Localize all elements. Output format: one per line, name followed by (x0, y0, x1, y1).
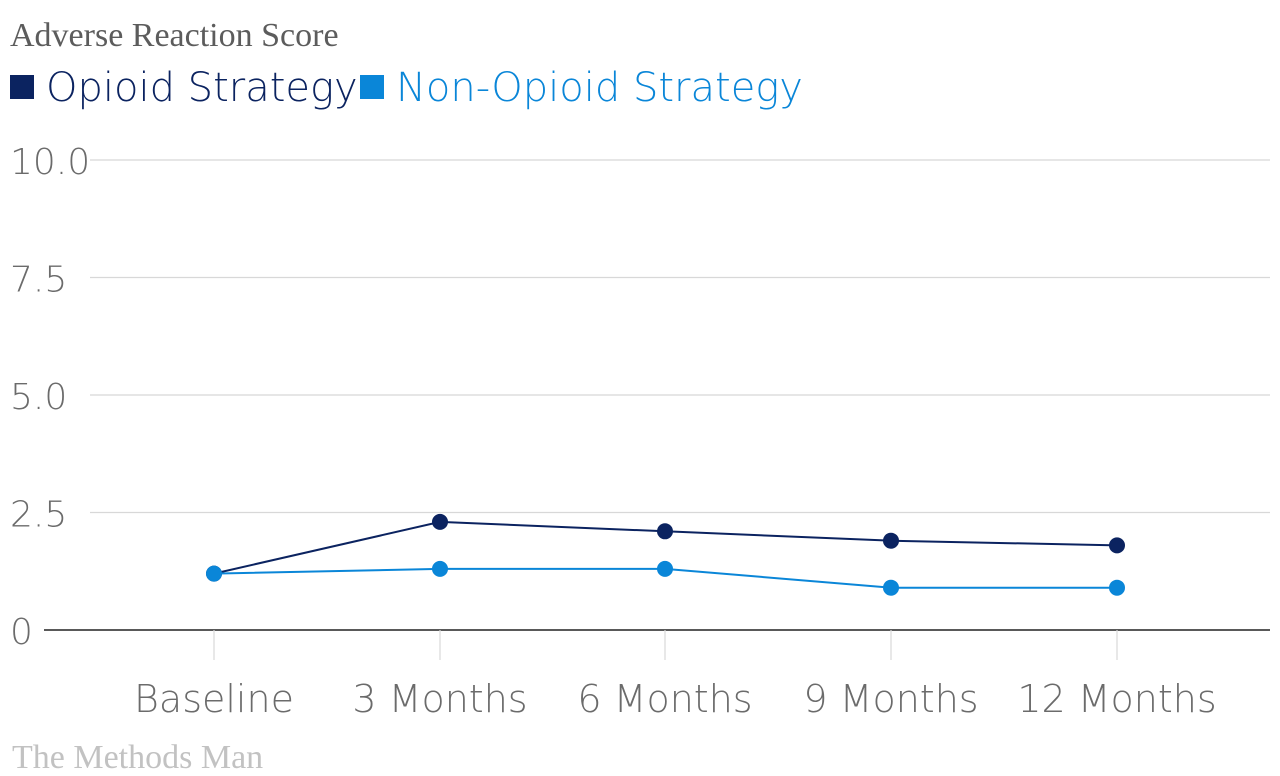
legend-swatch-non-opioid (360, 75, 384, 99)
y-tick-label: 7.5 (10, 260, 67, 301)
legend: Opioid Strategy Non-Opioid Strategy (10, 65, 803, 111)
data-point-non-opioid (432, 560, 448, 577)
y-tick-label: 2.5 (10, 495, 67, 536)
x-tick-label: 6 Months (577, 677, 752, 721)
x-tick-label: 9 Months (803, 677, 978, 721)
data-point-non-opioid (883, 579, 899, 596)
data-point-non-opioid (657, 560, 673, 577)
x-tick-label: Baseline (134, 677, 294, 721)
chart-title: Adverse Reaction Score (10, 17, 339, 54)
data-point-non-opioid (206, 565, 222, 582)
data-point-non-opioid (1109, 579, 1125, 596)
x-tick-label: 3 Months (352, 677, 527, 721)
data-point-opioid (432, 513, 448, 530)
gridlines (44, 159, 1270, 631)
data-point-opioid (883, 532, 899, 549)
source-label: The Methods Man (12, 739, 263, 776)
legend-label-non-opioid: Non-Opioid Strategy (396, 65, 803, 111)
legend-label-opioid: Opioid Strategy (46, 65, 358, 111)
legend-swatch-opioid (10, 75, 34, 99)
y-tick-label: 0 (10, 612, 33, 653)
y-tick-label: 10.0 (10, 142, 90, 183)
data-point-opioid (1109, 537, 1125, 554)
series (206, 513, 1125, 596)
x-axis-ticks: Baseline 3 Months 6 Months 9 Months 12 Month… (134, 630, 1217, 721)
x-tick-label: 12 Months (1017, 677, 1216, 721)
y-axis-ticks: 0 2.5 5.0 7.5 10.0 (10, 142, 90, 653)
data-point-opioid (657, 523, 673, 540)
y-tick-label: 5.0 (10, 377, 67, 418)
